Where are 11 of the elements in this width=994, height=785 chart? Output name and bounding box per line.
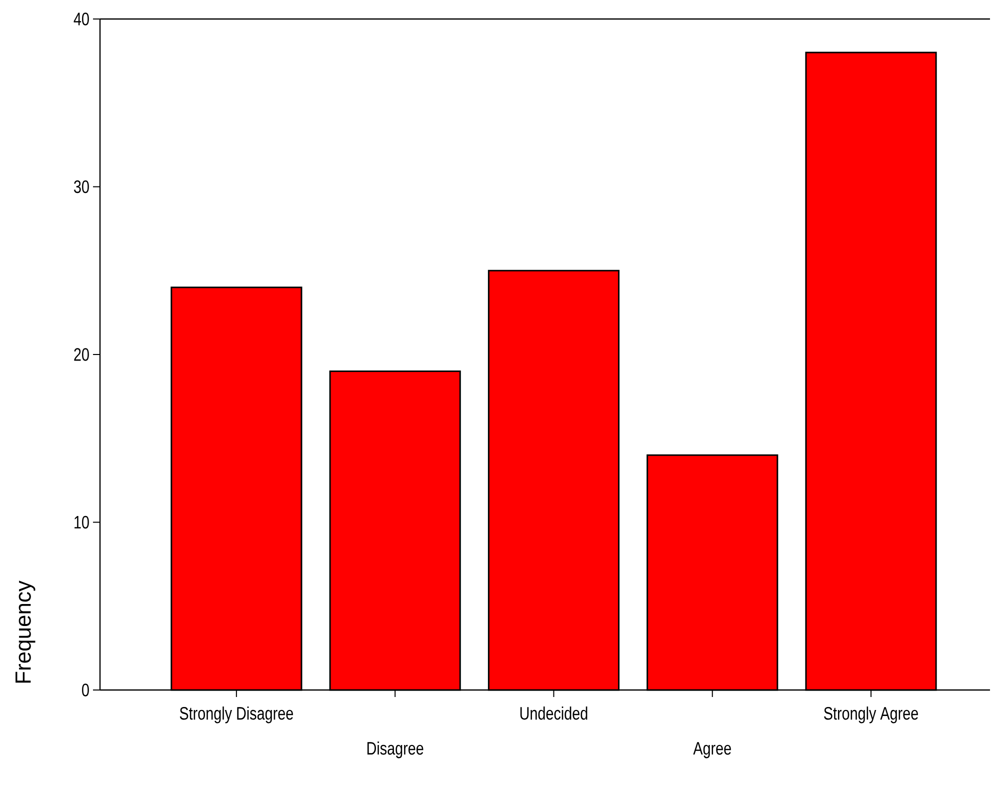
y-tick-label: 10 [74, 516, 89, 529]
y-tick-label: 30 [74, 180, 89, 194]
y-axis-title: Frequency [16, 580, 36, 683]
x-tick-label: Strongly Disagree [180, 706, 293, 724]
x-tick-label: Agree [693, 742, 731, 758]
x-tick-label: Strongly Agree [824, 706, 918, 724]
x-tick-label: Disagree [367, 741, 424, 758]
y-tick-label: 20 [74, 348, 89, 361]
y-tick-label: 0 [82, 684, 89, 696]
x-tick-label: Undecided [520, 706, 588, 720]
y-tick-label: 40 [74, 12, 89, 26]
